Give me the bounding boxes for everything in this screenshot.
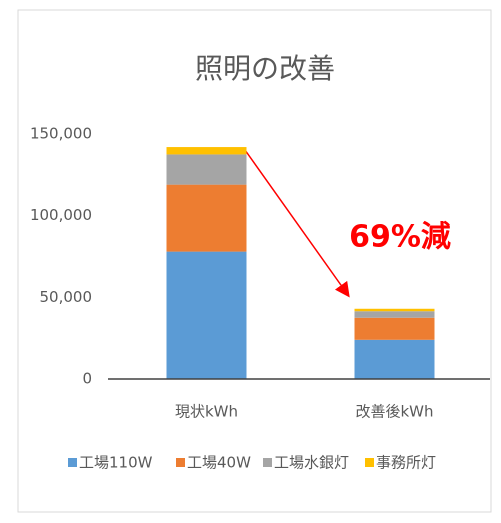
y-tick-label: 150,000 — [30, 125, 92, 143]
legend-swatch — [176, 458, 185, 467]
bar-segment — [354, 308, 435, 312]
legend-swatch — [263, 458, 272, 467]
y-tick-label: 100,000 — [30, 206, 92, 224]
bar-segment — [354, 339, 435, 379]
legend-label: 工場110W — [79, 454, 153, 472]
legend-label: 工場水銀灯 — [274, 454, 349, 472]
x-tick-label: 改善後kWh — [355, 403, 433, 421]
y-tick-label: 0 — [82, 370, 92, 388]
annotation-arrow — [244, 149, 350, 298]
legend-swatch — [365, 458, 374, 467]
chart-frame — [17, 9, 492, 513]
bar-segment — [166, 147, 247, 155]
bar-segment — [166, 251, 247, 379]
bar-segment — [354, 317, 435, 340]
legend-label: 事務所灯 — [376, 454, 436, 472]
legend-swatch — [68, 458, 77, 467]
bar-segment — [354, 311, 435, 318]
chart-title: 照明の改善 — [195, 52, 335, 85]
annotation: 69%減 — [349, 220, 451, 255]
y-tick-label: 50,000 — [40, 288, 93, 306]
legend-label: 工場40W — [187, 454, 251, 472]
bar-segment — [166, 184, 247, 252]
bar-segment — [166, 154, 247, 185]
x-tick-label: 現状kWh — [175, 403, 238, 421]
